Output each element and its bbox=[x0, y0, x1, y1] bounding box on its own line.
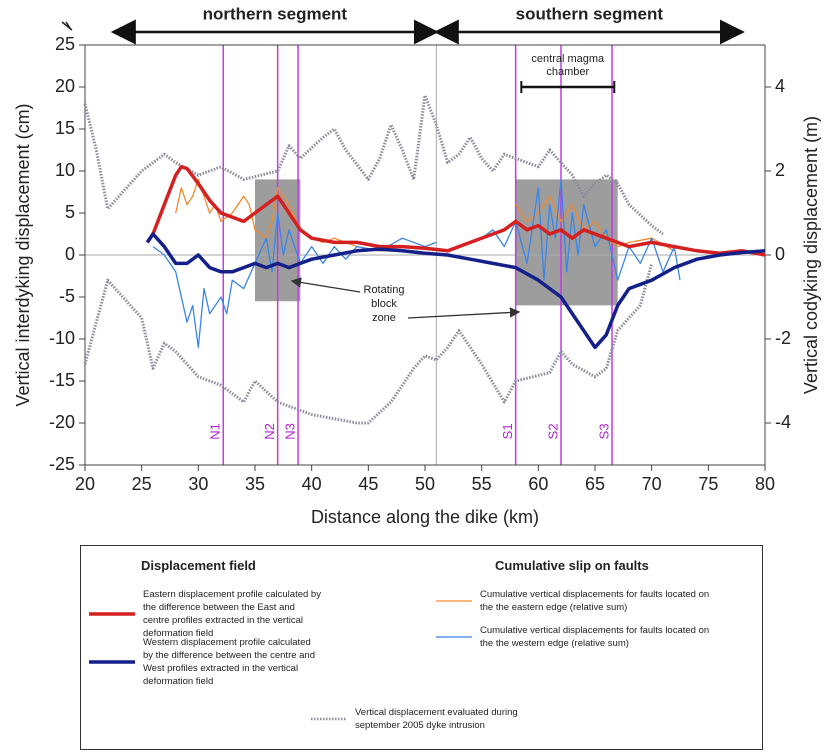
y2-tick-label: 0 bbox=[775, 244, 785, 264]
legend: Displacement field Cumulative slip on fa… bbox=[80, 545, 763, 750]
legend-text: Western displacement profile calculated … bbox=[143, 637, 316, 687]
legend-item: Vertical displacement evaluated during s… bbox=[311, 706, 555, 732]
series-line bbox=[145, 165, 766, 257]
x-tick-label: 30 bbox=[188, 474, 208, 494]
y-tick-label: 0 bbox=[65, 244, 75, 264]
y-tick-label: -25 bbox=[49, 454, 75, 474]
fault-label: S3 bbox=[596, 423, 611, 439]
legend-header: Displacement field bbox=[141, 558, 256, 573]
legend-swatch bbox=[311, 717, 347, 721]
legend-swatch bbox=[89, 660, 135, 664]
fault-label: N1 bbox=[208, 423, 223, 440]
legend-swatch bbox=[89, 612, 135, 616]
fault-label: N2 bbox=[262, 423, 277, 440]
x-tick-label: 20 bbox=[75, 474, 95, 494]
fault-label: S2 bbox=[545, 423, 560, 439]
x-tick-label: 65 bbox=[585, 474, 605, 494]
y-tick-label: 5 bbox=[65, 202, 75, 222]
x-tick-label: 45 bbox=[358, 474, 378, 494]
x-axis-label: Distance along the dike (km) bbox=[311, 507, 539, 527]
zone-label: block bbox=[371, 298, 397, 310]
y-tick-label: 15 bbox=[55, 118, 75, 138]
y2-tick-label: 2 bbox=[775, 160, 785, 180]
legend-swatch bbox=[436, 636, 472, 638]
chamber-label: chamber bbox=[546, 66, 589, 78]
y-axis-label: Vertical interdyking displacement (cm) bbox=[13, 103, 33, 406]
x-tick-label: 55 bbox=[472, 474, 492, 494]
rotating-block-zone bbox=[515, 179, 618, 306]
segment-label: northern segment bbox=[203, 4, 348, 23]
legend-swatch bbox=[436, 600, 472, 602]
x-tick-label: 40 bbox=[302, 474, 322, 494]
series-line bbox=[83, 93, 664, 425]
annotation-arrow bbox=[407, 307, 521, 319]
y-tick-label: 10 bbox=[55, 160, 75, 180]
fault-label: S1 bbox=[500, 423, 515, 439]
x-tick-label: 75 bbox=[698, 474, 718, 494]
fault-label: N3 bbox=[283, 423, 298, 440]
legend-item: Western displacement profile calculated … bbox=[89, 636, 323, 688]
x-tick-label: 50 bbox=[415, 474, 435, 494]
segment-label: southern segment bbox=[516, 4, 664, 23]
x-tick-label: 25 bbox=[132, 474, 152, 494]
zone-label: zone bbox=[372, 312, 396, 324]
y-tick-label: 20 bbox=[55, 76, 75, 96]
y2-tick-label: -2 bbox=[775, 328, 791, 348]
legend-text: Vertical displacement evaluated during s… bbox=[355, 707, 518, 731]
legend-text: Cumulative vertical displacements for fa… bbox=[480, 589, 710, 613]
chamber-label: central magma bbox=[531, 53, 605, 65]
x-tick-label: 35 bbox=[245, 474, 265, 494]
legend-header: Cumulative slip on faults bbox=[495, 558, 649, 573]
x-tick-label: 70 bbox=[642, 474, 662, 494]
legend-item: Eastern displacement profile calculated … bbox=[89, 588, 323, 640]
y2-tick-label: 4 bbox=[775, 76, 785, 96]
y2-axis-label: Vertical codyking displacement (m) bbox=[801, 116, 821, 394]
x-tick-label: 80 bbox=[755, 474, 775, 494]
y2-tick-label: -4 bbox=[775, 412, 791, 432]
legend-text: Eastern displacement profile calculated … bbox=[143, 589, 321, 639]
legend-item: Cumulative vertical displacements for fa… bbox=[436, 588, 720, 614]
x-tick-label: 60 bbox=[528, 474, 548, 494]
y-tick-label: 25 bbox=[55, 34, 75, 54]
y-tick-label: -20 bbox=[49, 412, 75, 432]
legend-text: Cumulative vertical displacements for fa… bbox=[480, 625, 710, 649]
y-tick-label: -10 bbox=[49, 328, 75, 348]
annotation-arrow bbox=[290, 277, 361, 293]
y-tick-label: -5 bbox=[59, 286, 75, 306]
y-tick-label: -15 bbox=[49, 370, 75, 390]
zone-label: Rotating bbox=[364, 284, 405, 296]
legend-item: Cumulative vertical displacements for fa… bbox=[436, 624, 720, 650]
north-arrow-icon bbox=[61, 21, 73, 31]
chart: Distance along the dike (km) Vertical in… bbox=[13, 4, 821, 527]
series-line bbox=[145, 232, 766, 350]
